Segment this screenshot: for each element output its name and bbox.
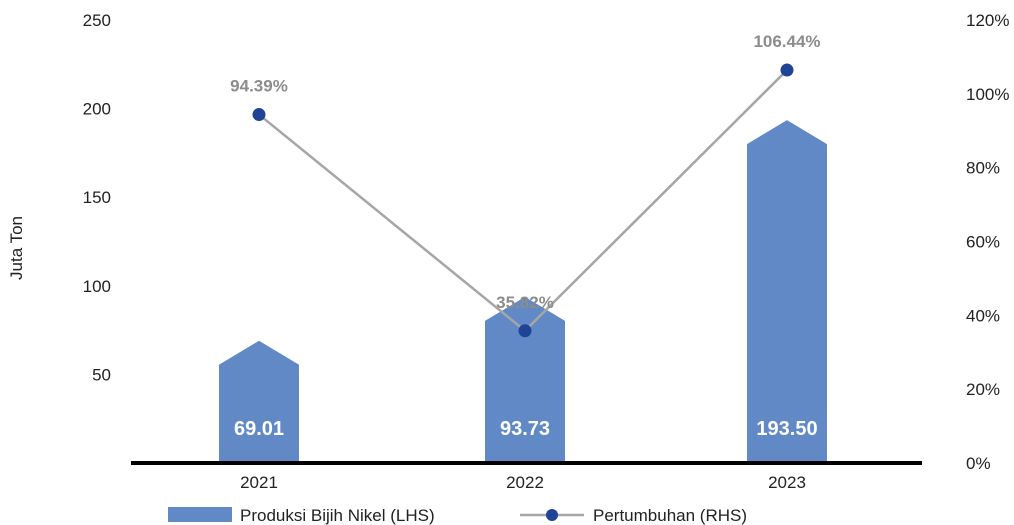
- x-axis-tick-labels: 2021 2022 2023: [240, 473, 806, 492]
- line-value-labels: 94.39% 35.82% 106.44%: [230, 32, 820, 312]
- growth-value-label: 35.82%: [496, 293, 554, 312]
- bar-value-labels: 69.01 93.73 193.50: [234, 418, 818, 440]
- right-tick-label: 40%: [966, 306, 1000, 325]
- left-tick-label: 100: [83, 277, 111, 296]
- x-tick-label: 2023: [768, 473, 806, 492]
- bar: [747, 120, 827, 464]
- growth-point: [780, 63, 794, 77]
- left-tick-label: 50: [92, 365, 111, 384]
- bar: [485, 296, 565, 463]
- right-tick-label: 120%: [966, 11, 1009, 30]
- right-tick-label: 20%: [966, 380, 1000, 399]
- right-tick-label: 60%: [966, 233, 1000, 252]
- left-tick-label: 150: [83, 188, 111, 207]
- bar-value-label: 69.01: [234, 418, 284, 440]
- left-axis-ticks: 50 100 150 200 250: [83, 11, 111, 384]
- right-axis-ticks: 0% 20% 40% 60% 80% 100% 120%: [966, 11, 1009, 473]
- growth-line: [258, 69, 788, 333]
- right-tick-label: 80%: [966, 159, 1000, 178]
- line-series: [252, 63, 794, 338]
- growth-point: [252, 108, 266, 122]
- legend-line-marker: [546, 509, 558, 521]
- growth-value-label: 94.39%: [230, 77, 288, 96]
- legend-line-label: Pertumbuhan (RHS): [593, 506, 747, 525]
- bar-series: [219, 120, 827, 464]
- bar: [219, 340, 299, 463]
- right-tick-label: 0%: [966, 454, 991, 473]
- y-axis-label: Juta Ton: [7, 216, 26, 280]
- growth-value-label: 106.44%: [753, 32, 820, 51]
- left-tick-label: 250: [83, 11, 111, 30]
- growth-point: [518, 324, 532, 338]
- legend: Produksi Bijih Nikel (LHS) Pertumbuhan (R…: [168, 506, 747, 525]
- bar-value-label: 93.73: [500, 418, 550, 440]
- left-tick-label: 200: [83, 100, 111, 119]
- x-tick-label: 2021: [240, 473, 278, 492]
- bar-value-label: 193.50: [756, 418, 817, 440]
- legend-bar-label: Produksi Bijih Nikel (LHS): [240, 506, 435, 525]
- x-tick-label: 2022: [506, 473, 544, 492]
- legend-bar-swatch: [168, 507, 232, 522]
- right-tick-label: 100%: [966, 85, 1009, 104]
